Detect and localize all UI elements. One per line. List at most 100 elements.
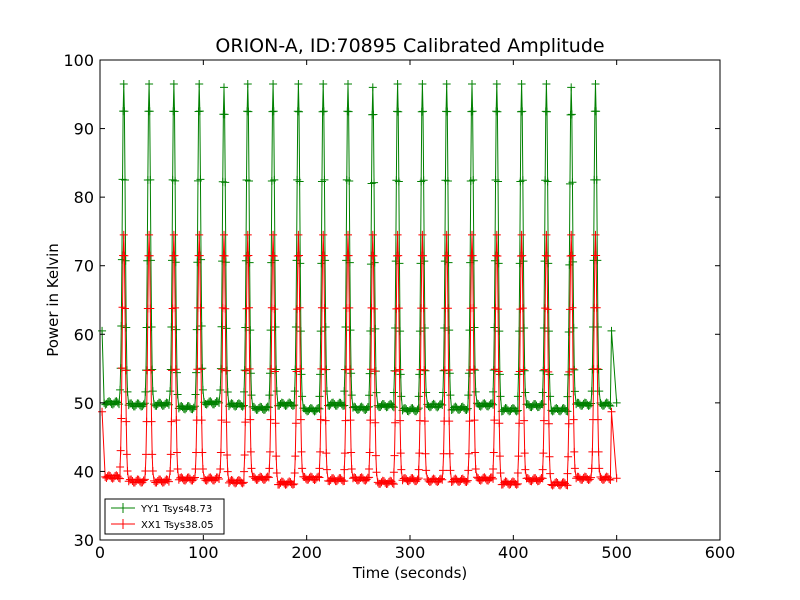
series-point <box>372 468 381 477</box>
series-point <box>587 473 596 482</box>
series-point <box>542 80 551 88</box>
series-point <box>496 468 505 477</box>
series-point <box>192 368 201 377</box>
series-point <box>266 326 275 335</box>
series-point <box>146 175 155 184</box>
series-point <box>198 448 207 457</box>
series-point <box>438 475 447 484</box>
series-point <box>319 80 328 88</box>
series-point <box>495 419 504 428</box>
series-point <box>538 474 547 483</box>
series-point <box>563 469 572 478</box>
series-point <box>543 107 552 116</box>
series-point <box>512 480 521 489</box>
series-point <box>568 178 577 187</box>
x-tick-label: 500 <box>601 543 632 562</box>
series-point <box>215 474 224 483</box>
series-point <box>240 450 249 459</box>
series-point <box>272 387 281 396</box>
series-point <box>494 177 503 186</box>
series-point <box>347 391 356 400</box>
series-point <box>222 324 231 333</box>
series-point <box>246 369 255 378</box>
series-point <box>163 399 172 408</box>
series-point <box>592 303 601 312</box>
legend: YY1 Tsys48.73 XX1 Tsys38.05 <box>104 498 225 535</box>
series-point <box>391 324 400 333</box>
series-point <box>196 303 205 312</box>
series-point <box>216 364 225 373</box>
series-point <box>591 80 600 88</box>
series-point <box>567 83 576 92</box>
series-point <box>495 452 504 461</box>
series-point <box>445 326 454 335</box>
series-point <box>389 388 398 397</box>
series-point <box>98 407 107 416</box>
series-point <box>443 304 452 313</box>
series-point <box>220 251 229 260</box>
series-point <box>195 251 204 260</box>
series-point <box>171 303 180 312</box>
series-point <box>270 175 279 184</box>
series-point <box>415 327 424 336</box>
series-point <box>316 415 325 424</box>
series-point <box>265 369 274 378</box>
series-point <box>321 322 330 331</box>
series-point <box>220 230 228 239</box>
series-point <box>421 449 430 458</box>
series-point <box>471 465 480 474</box>
series-point <box>437 474 445 483</box>
series-point <box>140 399 149 408</box>
series-point <box>513 479 522 488</box>
series-point <box>197 365 206 374</box>
series-point <box>397 465 406 474</box>
series-point <box>520 416 529 425</box>
series-point <box>296 415 305 424</box>
series-point <box>545 452 554 461</box>
series-point <box>217 322 226 331</box>
series-point <box>320 304 329 313</box>
series-point <box>439 366 448 375</box>
series-point <box>546 469 555 478</box>
series-point <box>418 230 427 239</box>
series-point <box>419 251 428 260</box>
x-axis-label: Time (seconds) <box>352 564 468 582</box>
series-point <box>521 388 530 397</box>
series-point <box>148 466 157 475</box>
series-point <box>394 177 403 186</box>
series-point <box>443 177 452 186</box>
series-point <box>365 448 374 457</box>
series-point <box>265 391 274 400</box>
series-point <box>569 364 578 373</box>
series-point <box>422 388 431 397</box>
series-point <box>172 368 181 377</box>
series-point <box>468 107 477 116</box>
series-point <box>371 451 380 460</box>
series-point <box>607 407 616 416</box>
series-point <box>595 387 604 396</box>
series-point <box>369 251 378 260</box>
series-point <box>123 387 132 396</box>
series-point <box>145 107 154 116</box>
series-point <box>148 365 157 374</box>
series-point <box>247 464 256 473</box>
series-point <box>319 230 328 239</box>
series-point <box>397 392 406 401</box>
series-point <box>288 401 297 410</box>
series-point <box>563 407 572 416</box>
series-point <box>315 392 324 401</box>
series-point <box>340 449 349 458</box>
series-point <box>266 415 275 424</box>
series-point <box>513 406 522 415</box>
series-point <box>191 465 200 474</box>
series-point <box>220 110 229 119</box>
series-point <box>568 303 577 312</box>
series-point <box>221 304 230 313</box>
series-point <box>543 177 552 186</box>
series-point <box>469 176 478 185</box>
series-point <box>346 326 355 335</box>
series-point <box>139 400 148 409</box>
series-point <box>394 107 403 116</box>
x-tick-label: 300 <box>395 543 426 562</box>
series-point <box>437 399 445 408</box>
